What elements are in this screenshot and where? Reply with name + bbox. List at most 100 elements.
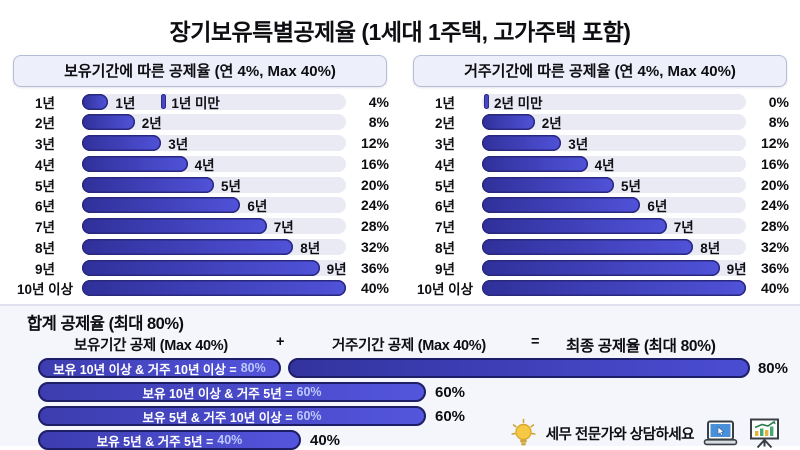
bar [82, 156, 188, 172]
row-value: 8% [746, 114, 792, 130]
summary-row-value: 60% [435, 384, 465, 401]
summary-bar-label-pill: 보유 5년 & 거주 10년 이상 = 60% [38, 406, 426, 426]
row-label: 2년 [408, 112, 482, 132]
bar-inline-label: 9년 [327, 258, 347, 278]
summary-label-value: 80% [241, 361, 266, 375]
bar-track: 2년 미만 [482, 94, 746, 110]
summary-label-text: 보유 10년 이상 & 거주 10년 이상 = [53, 359, 236, 378]
bar-row: 4년 4년 16% [408, 155, 792, 172]
bar-row: 7년 7년 28% [8, 218, 392, 235]
row-label: 6년 [8, 195, 82, 215]
panel-holding-period: 보유기간에 따른 공제율 (연 4%, Max 40%) 1년 1년 1년 미만… [8, 55, 392, 297]
row-value: 40% [746, 280, 792, 296]
row-value: 28% [346, 218, 392, 234]
equals-sign: = [531, 334, 539, 350]
bar-inline-label: 3년 [168, 133, 188, 153]
formula-residence-label: 거주기간 공제 (Max 40%) [332, 334, 486, 355]
row-value: 0% [746, 94, 792, 110]
row-label: 1년 [408, 92, 482, 112]
marker-label: 1년 미만 [171, 92, 220, 112]
bar-row: 7년 7년 28% [408, 218, 792, 235]
bar-track: 2년 [82, 114, 346, 130]
bar-inline-label: 4년 [595, 154, 615, 174]
bar [82, 260, 320, 276]
summary-row-value: 60% [435, 408, 465, 425]
row-value: 32% [346, 239, 392, 255]
bar-track: 5년 [82, 177, 346, 193]
bar-track: 8년 [482, 239, 746, 255]
row-label: 9년 [8, 258, 82, 278]
row-label: 9년 [408, 258, 482, 278]
row-label: 7년 [408, 216, 482, 236]
row-label: 6년 [408, 195, 482, 215]
row-label: 5년 [8, 175, 82, 195]
bar [82, 114, 135, 130]
summary-label-value: 60% [297, 409, 322, 423]
row-label: 3년 [8, 133, 82, 153]
bar-row: 6년 6년 24% [408, 197, 792, 214]
bar-inline-label: 1년 [115, 92, 135, 112]
bar-inline-label: 8년 [300, 237, 320, 257]
bar-track: 2년 [482, 114, 746, 130]
row-value: 36% [746, 260, 792, 276]
page-title: 장기보유특별공제율 (1세대 1주택, 고가주택 포함) [0, 0, 800, 45]
bar-inline-label: 5년 [621, 175, 641, 195]
bar-row: 9년 9년 36% [408, 259, 792, 276]
summary-bar-row: 보유 5년 & 거주 5년 = 40% 40% 세무 전문가와 상담하세요 [38, 430, 790, 450]
chart-panels: 보유기간에 따른 공제율 (연 4%, Max 40%) 1년 1년 1년 미만… [0, 45, 800, 297]
bar-row: 5년 5년 20% [408, 176, 792, 193]
bar-inline-label: 7년 [674, 216, 694, 236]
consult-cta-text: 세무 전문가와 상담하세요 [546, 423, 694, 444]
row-label: 4년 [8, 154, 82, 174]
row-value: 12% [346, 135, 392, 151]
bar [482, 218, 667, 234]
bar-track [482, 280, 746, 296]
panel-residence-header: 거주기간에 따른 공제율 (연 4%, Max 40%) [413, 55, 787, 87]
panel-residence-period: 거주기간에 따른 공제율 (연 4%, Max 40%) 1년 2년 미만 0%… [408, 55, 792, 297]
row-label: 2년 [8, 112, 82, 132]
row-value: 16% [346, 156, 392, 172]
row-value: 36% [346, 260, 392, 276]
bar-track: 6년 [82, 197, 346, 213]
formula-holding-label: 보유기간 공제 (Max 40%) [74, 334, 228, 355]
summary-bar-label-pill: 보유 5년 & 거주 5년 = 40% [38, 430, 301, 450]
lightbulb-icon [510, 417, 537, 449]
bar-inline-label: 7년 [274, 216, 294, 236]
bar-row: 10년 이상 40% [8, 280, 392, 297]
bar [82, 239, 293, 255]
row-label: 7년 [8, 216, 82, 236]
summary-heading: 합계 공제율 (최대 80%) [27, 310, 790, 334]
summary-bar-row: 보유 10년 이상 & 거주 10년 이상 = 80% 80% [38, 358, 790, 378]
bar-row: 10년 이상 40% [408, 280, 792, 297]
summary-label-value: 40% [217, 433, 242, 447]
summary-label-value: 60% [297, 385, 322, 399]
row-value: 8% [346, 114, 392, 130]
summary-label-text: 보유 10년 이상 & 거주 5년 = [142, 383, 292, 402]
presentation-chart-icon [747, 418, 782, 449]
bar [482, 177, 614, 193]
bar [82, 177, 214, 193]
bar-row: 8년 8년 32% [8, 238, 392, 255]
bar-track: 9년 [482, 260, 746, 276]
bar-row: 6년 6년 24% [8, 197, 392, 214]
bar-row: 2년 2년 8% [408, 114, 792, 131]
row-label: 8년 [408, 237, 482, 257]
bar-track: 4년 [82, 156, 346, 172]
bar-inline-label: 2년 [542, 112, 562, 132]
bar-inline-label: 9년 [727, 258, 747, 278]
row-label: 10년 이상 [408, 278, 482, 298]
summary-bar-label-pill: 보유 10년 이상 & 거주 5년 = 60% [38, 382, 426, 402]
row-label: 8년 [8, 237, 82, 257]
bar-track: 8년 [82, 239, 346, 255]
bar-track: 5년 [482, 177, 746, 193]
row-value: 32% [746, 239, 792, 255]
row-value: 40% [346, 280, 392, 296]
panel-holding-header: 보유기간에 따른 공제율 (연 4%, Max 40%) [13, 55, 387, 87]
formula-final-label: 최종 공제율 (최대 80%) [566, 334, 716, 356]
under-one-year-marker: 1년 미만 [161, 92, 220, 112]
bar [482, 197, 640, 213]
bar-track: 6년 [482, 197, 746, 213]
row-label: 5년 [408, 175, 482, 195]
row-label: 3년 [408, 133, 482, 153]
bar-row: 4년 4년 16% [8, 155, 392, 172]
